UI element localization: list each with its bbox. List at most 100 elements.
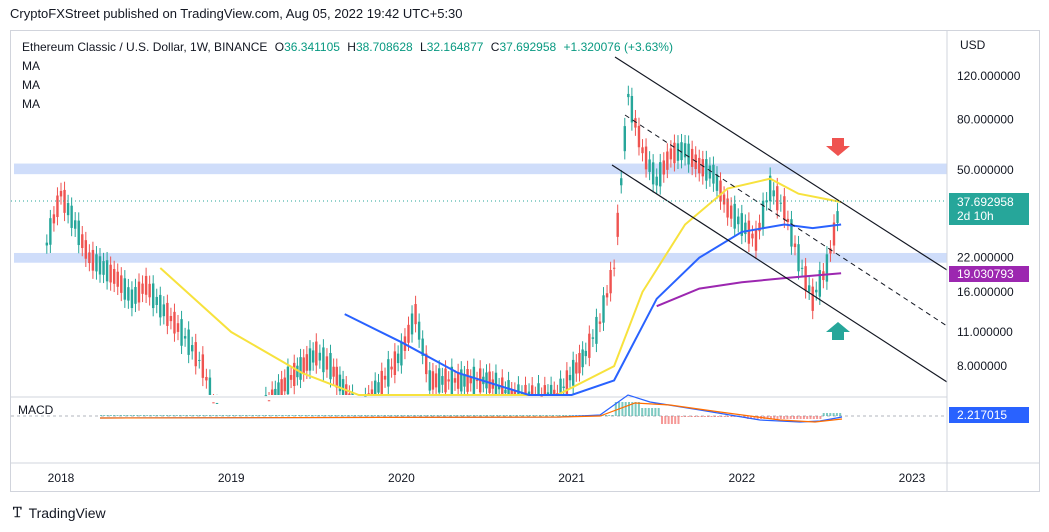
macd-histogram-bar (103, 415, 106, 416)
macd-histogram-bar (816, 416, 819, 419)
macd-histogram-bar (156, 415, 159, 416)
candle-body (510, 390, 513, 395)
candle-body (797, 244, 800, 272)
candle-body (708, 165, 712, 179)
candle-body (166, 302, 169, 326)
macd-histogram-bar (571, 415, 574, 416)
candle-body (578, 352, 581, 374)
ma-price-tag-bg (949, 266, 1029, 282)
candle-body (683, 143, 687, 158)
legend-low-label: L (420, 40, 427, 54)
candle-body (456, 372, 460, 389)
macd-histogram-bar (314, 415, 317, 416)
tradingview-logo-icon[interactable]: 𝚃 (12, 504, 23, 521)
candle-body (63, 189, 66, 213)
chart-frame[interactable] (10, 30, 1040, 492)
candle-body (400, 341, 403, 366)
candle-body (410, 313, 414, 335)
candle-body (91, 249, 95, 271)
macd-histogram-bar (694, 416, 696, 417)
candle-body (591, 337, 595, 339)
candle-body (836, 211, 839, 223)
macd-histogram-bar (519, 415, 522, 416)
support-zone (14, 252, 947, 263)
candle-body (620, 178, 623, 186)
candle-body (751, 233, 754, 239)
macd-histogram-bar (169, 415, 172, 416)
macd-histogram-bar (822, 413, 825, 416)
candle-body (438, 368, 441, 393)
candle-body (450, 366, 454, 395)
candle-body (637, 125, 641, 148)
macd-histogram-bar (403, 415, 406, 416)
macd-histogram-bar (255, 415, 258, 416)
candle-body (517, 384, 520, 395)
candle-body (807, 285, 811, 292)
candle-body (537, 383, 540, 395)
candle-body (441, 376, 444, 385)
macd-histogram-bar (321, 415, 324, 416)
candle-body (737, 216, 740, 225)
macd-pane: MACD (11, 394, 947, 424)
candle-body (598, 321, 602, 324)
candle-body (59, 190, 63, 197)
macd-histogram-bar (773, 416, 776, 419)
footer-brand[interactable]: TradingView (28, 504, 106, 521)
candle-body (553, 389, 556, 395)
legend-change: +1.320076 (+3.63%) (563, 40, 673, 54)
candle-body (605, 293, 609, 298)
candle-body (348, 393, 351, 395)
macd-histogram-bar (413, 415, 416, 416)
macd-histogram-bar (291, 415, 294, 416)
x-tick-label: 2020 (388, 471, 415, 485)
macd-histogram-bar (604, 415, 607, 416)
macd-histogram-bar (479, 415, 482, 416)
candle-body (549, 384, 553, 395)
y-tick-label: 80.000000 (957, 112, 1014, 126)
candle-body (623, 126, 626, 152)
macd-histogram-bar (670, 416, 673, 424)
macd-histogram-bar (377, 415, 380, 416)
moving-averages (159, 177, 842, 396)
x-tick-label: 2018 (48, 471, 75, 485)
macd-histogram-bar (433, 415, 436, 416)
candle-body (722, 194, 726, 205)
macd-histogram-bar (565, 415, 568, 416)
legend-ma-3[interactable]: MA (22, 97, 40, 111)
legend-symbol[interactable]: Ethereum Classic / U.S. Dollar, 1W, BINA… (22, 40, 268, 54)
candle-body (540, 395, 543, 397)
macd-histogram-bar (515, 415, 518, 416)
candle-body (829, 248, 832, 254)
macd-histogram-bar (185, 415, 188, 416)
macd-histogram-bar (529, 415, 531, 416)
candle-body (338, 374, 342, 392)
zones (14, 163, 947, 263)
candle-body (431, 371, 435, 390)
candle-body (286, 366, 290, 395)
candle-body (205, 376, 208, 381)
macd-histogram-bar (677, 416, 680, 424)
candle-body (88, 252, 91, 264)
candle-body (719, 180, 722, 202)
candle-body (648, 159, 651, 172)
candle-body (815, 289, 818, 293)
macd-histogram-bar (730, 416, 733, 417)
candle-body (208, 377, 212, 395)
macd-histogram-bar (410, 415, 413, 416)
macd-histogram-bar (307, 415, 310, 416)
legend-ma-2[interactable]: MA (22, 78, 40, 92)
candle-body (134, 287, 137, 304)
macd-histogram-bar (512, 415, 515, 416)
candle-body (144, 275, 148, 295)
candle-body (641, 147, 644, 154)
macd-histogram-bar (555, 415, 558, 416)
candle-body (634, 118, 637, 128)
candle-body (155, 296, 158, 305)
macd-histogram-bar (212, 415, 215, 416)
macd-histogram-bar (373, 415, 376, 416)
legend-ma-1[interactable]: MA (22, 59, 40, 73)
macd-histogram-bar (469, 415, 472, 416)
macd-histogram-bar (796, 416, 799, 419)
macd-histogram-bar (608, 415, 611, 416)
